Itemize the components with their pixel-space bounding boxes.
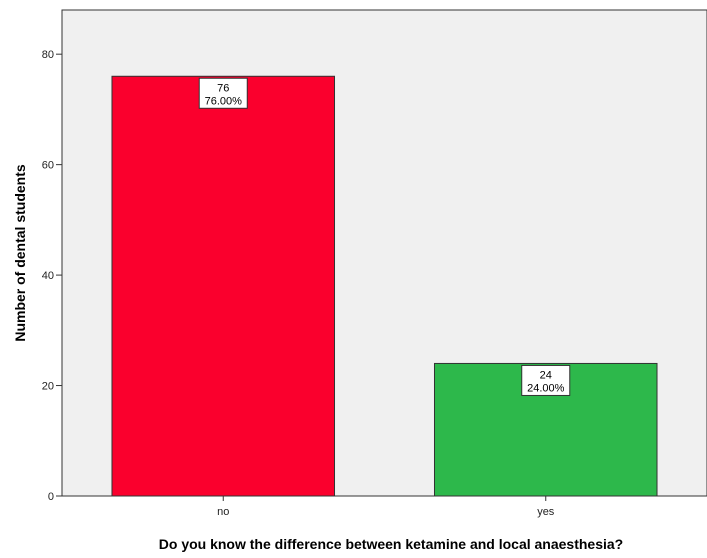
y-axis-title: Number of dental students — [12, 164, 28, 342]
y-tick-label: 0 — [48, 491, 54, 503]
data-label-percent: 76.00% — [205, 95, 243, 107]
data-label-count: 24 — [540, 369, 552, 381]
x-tick-label-no: no — [217, 506, 229, 518]
y-axis: 0 20 40 60 80 — [42, 49, 62, 503]
data-label-box — [198, 77, 248, 109]
data-label-count: 76 — [217, 82, 229, 94]
y-tick-label: 40 — [42, 270, 54, 282]
x-axis-title: Do you know the difference between ketam… — [159, 536, 623, 552]
y-tick-label: 20 — [42, 381, 54, 393]
y-tick-label: 80 — [42, 49, 54, 61]
data-label-percent: 24.00% — [527, 382, 565, 394]
x-axis: no yes — [217, 496, 555, 518]
x-tick-label-yes: yes — [537, 506, 555, 518]
y-tick-label: 60 — [42, 160, 54, 172]
data-label-box — [521, 364, 571, 396]
bar-no — [111, 75, 336, 497]
